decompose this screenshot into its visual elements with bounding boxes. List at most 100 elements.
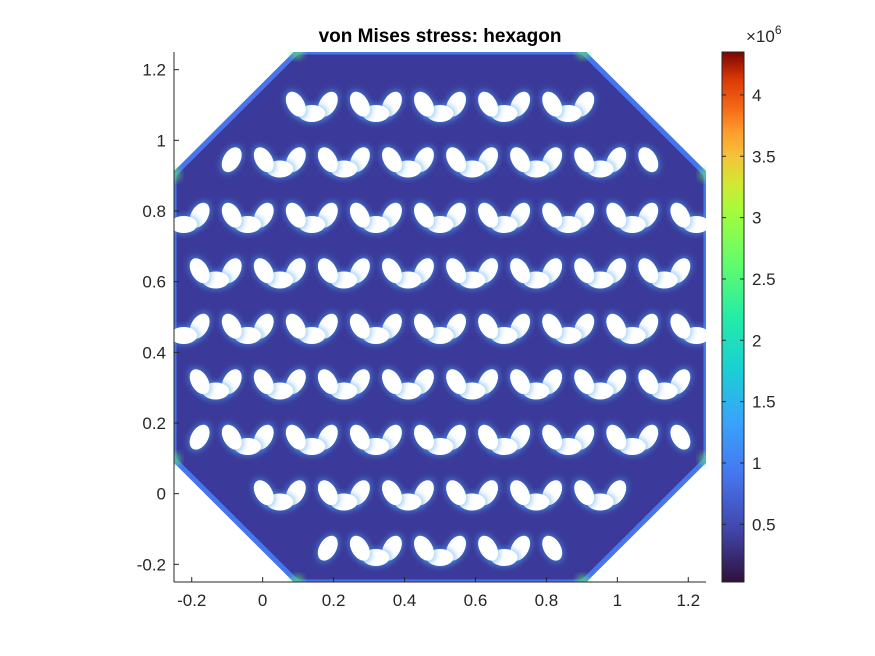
stress-hotspot xyxy=(699,167,706,182)
y-tick-label: 1 xyxy=(157,131,166,150)
x-tick-label: 0 xyxy=(258,591,267,610)
chart-title: von Mises stress: hexagon xyxy=(319,26,562,47)
hole xyxy=(414,202,434,228)
stress-hotspot xyxy=(174,452,181,467)
hole xyxy=(478,424,499,450)
hole xyxy=(285,91,306,117)
hole xyxy=(189,369,210,395)
colorbar-tick-label: 4 xyxy=(752,86,761,105)
hole xyxy=(221,424,242,450)
hole xyxy=(606,313,627,339)
hole xyxy=(285,202,306,228)
hole xyxy=(478,313,499,339)
hole xyxy=(221,313,242,339)
x-tick-label: 0.2 xyxy=(322,591,346,610)
hole xyxy=(638,258,659,284)
stress-hotspot xyxy=(575,575,590,582)
hole xyxy=(414,424,434,450)
x-tick-label: 1.2 xyxy=(676,591,700,610)
hole xyxy=(414,91,434,117)
colorbar-tick-label: 1.5 xyxy=(752,393,776,412)
colorbar-tick-label: 2 xyxy=(752,331,761,350)
x-tick-label: 1 xyxy=(613,591,622,610)
hole xyxy=(670,202,691,228)
plot-area xyxy=(174,52,706,582)
stress-hotspot xyxy=(174,167,181,182)
hole xyxy=(670,313,691,339)
stress-hotspot xyxy=(290,52,305,59)
hole xyxy=(574,369,595,395)
hole xyxy=(574,258,595,284)
hole xyxy=(253,147,274,173)
hole xyxy=(542,313,563,339)
colorbar-gradient xyxy=(721,51,745,583)
stress-hotspot xyxy=(699,452,706,467)
y-tick-label: 0.4 xyxy=(142,343,166,362)
colorbar-exponent-base: ×10 xyxy=(746,27,775,46)
hole xyxy=(606,424,627,450)
colorbar: 0.5 1 1.5 2 2.5 3 3.5 4 ×106 xyxy=(721,23,782,583)
domain-body xyxy=(174,52,706,582)
hole xyxy=(446,480,467,506)
hole xyxy=(446,147,467,173)
x-axis-ticks: -0.2 0 0.2 0.4 0.6 0.8 1 1.2 xyxy=(177,577,700,610)
y-tick-label: 0 xyxy=(157,485,166,504)
stress-field xyxy=(174,52,706,582)
hole xyxy=(574,480,595,506)
hole xyxy=(478,202,499,228)
hole xyxy=(317,147,338,173)
colorbar-exponent: ×106 xyxy=(746,23,782,46)
hole xyxy=(382,480,402,506)
colorbar-tick-label: 3 xyxy=(752,209,761,228)
hole xyxy=(510,369,531,395)
hole xyxy=(382,147,402,173)
colorbar-tick-label: 0.5 xyxy=(752,515,776,534)
hole xyxy=(317,480,338,506)
colorbar-tick-label: 3.5 xyxy=(752,147,776,166)
hole xyxy=(606,202,627,228)
hole xyxy=(638,369,659,395)
hole xyxy=(253,369,274,395)
hole xyxy=(349,91,370,117)
hole xyxy=(510,258,531,284)
colorbar-exponent-power: 6 xyxy=(775,23,782,37)
hole xyxy=(189,424,210,450)
hole xyxy=(253,480,274,506)
hole xyxy=(349,202,370,228)
hole xyxy=(349,424,370,450)
x-tick-label: 0.4 xyxy=(393,591,417,610)
hole xyxy=(317,258,338,284)
hole xyxy=(253,258,274,284)
hole xyxy=(349,313,370,339)
colorbar-tick-label: 1 xyxy=(752,454,761,473)
y-tick-label: -0.2 xyxy=(137,555,166,574)
hole xyxy=(285,313,306,339)
hole xyxy=(670,424,691,450)
hole xyxy=(382,369,402,395)
hole xyxy=(189,258,210,284)
hole xyxy=(542,91,563,117)
hole xyxy=(510,147,531,173)
y-axis-ticks: -0.2 0 0.2 0.4 0.6 0.8 1 1.2 xyxy=(137,61,179,574)
hole xyxy=(414,313,434,339)
hole xyxy=(542,202,563,228)
stress-hotspot xyxy=(575,52,590,59)
y-tick-label: 1.2 xyxy=(142,61,166,80)
hole xyxy=(542,424,563,450)
hole xyxy=(174,327,198,344)
hole xyxy=(574,147,595,173)
hole xyxy=(510,480,531,506)
stress-hotspot xyxy=(290,575,305,582)
x-tick-label: 0.6 xyxy=(464,591,488,610)
x-tick-label: 0.8 xyxy=(535,591,559,610)
hole xyxy=(349,535,370,561)
hole xyxy=(221,202,242,228)
hole xyxy=(478,91,499,117)
colorbar-tick-label: 2.5 xyxy=(752,270,776,289)
colorbar-ticks: 0.5 1 1.5 2 2.5 3 3.5 4 xyxy=(722,86,776,534)
hole xyxy=(174,216,198,233)
y-tick-label: 0.6 xyxy=(142,273,166,292)
hole xyxy=(221,147,242,173)
hole xyxy=(638,147,659,173)
